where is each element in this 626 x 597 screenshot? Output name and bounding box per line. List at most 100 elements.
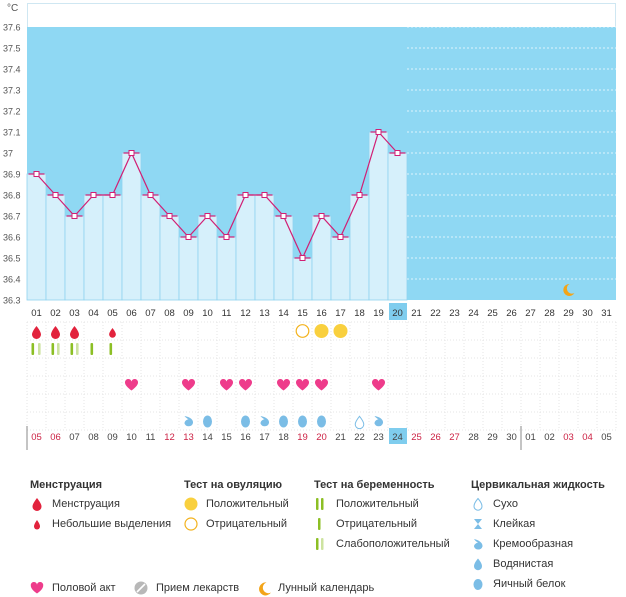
y-tick-label: 37.6 — [3, 23, 21, 33]
temperature-point — [280, 213, 287, 219]
legend-label: Кремообразная — [493, 538, 574, 550]
cervical-egg-white — [317, 415, 326, 428]
temperature-bar — [254, 194, 275, 301]
creamy-drop-icon — [471, 537, 493, 551]
temperature-point — [90, 192, 97, 198]
cycle-day-label: 24 — [468, 308, 479, 319]
cycle-day-label: 05 — [107, 308, 118, 319]
temperature-bar — [121, 152, 142, 301]
y-tick-label: 36.3 — [3, 296, 21, 306]
legend-item-preg-negative: Отрицательный — [314, 517, 450, 531]
ovulation-negative — [295, 324, 310, 338]
legend-label: Положительный — [206, 498, 289, 510]
legend-cervical: Цервикальная жидкость Сухо Клейкая Кремо… — [471, 479, 605, 591]
temperature-point — [261, 192, 268, 198]
pregnancy-test-bar — [57, 343, 60, 355]
drop-red-icon — [30, 497, 52, 511]
legend-item-menstruation: Менструация — [30, 497, 171, 511]
calendar-date-label: 25 — [411, 432, 422, 443]
temperature-point — [299, 255, 306, 261]
menstruation-drop — [70, 326, 79, 339]
calendar-date-label: 07 — [69, 432, 80, 443]
moon-icon — [256, 581, 278, 596]
y-tick-label: 37.4 — [3, 65, 21, 75]
temperature-point — [128, 150, 135, 156]
moon-icon — [563, 283, 575, 296]
legend-label: Яичный белок — [493, 578, 566, 590]
cycle-day-label: 04 — [88, 308, 99, 319]
legend-label: Отрицательный — [206, 518, 287, 530]
month-label: Июнь — [28, 449, 53, 450]
temperature-bar — [45, 194, 66, 301]
cycle-day-label: 11 — [222, 308, 232, 319]
cycle-day-label: 19 — [373, 308, 384, 319]
calendar-date-label: 09 — [107, 432, 118, 443]
legend-label: Лунный календарь — [278, 582, 375, 594]
intercourse-heart — [181, 378, 196, 391]
temperature-bar — [26, 173, 47, 301]
calendar-date-label: 30 — [506, 432, 517, 443]
pregnancy-test-bar — [51, 343, 55, 355]
temperature-point — [185, 234, 192, 240]
cycle-day-label: 26 — [506, 308, 517, 319]
legend-pregnancy: Тест на беременность Положительный Отриц… — [314, 479, 450, 551]
legend-cervical-title: Цервикальная жидкость — [471, 479, 605, 491]
heart-icon — [30, 581, 52, 595]
calendar-date-label: 21 — [335, 432, 346, 443]
menstruation-drop — [32, 326, 41, 339]
temperature-point — [71, 213, 78, 219]
cycle-day-label: 21 — [411, 308, 422, 319]
legend-label: Менструация — [52, 498, 120, 510]
intercourse-heart — [124, 378, 139, 391]
calendar-date-label: 14 — [202, 432, 213, 443]
pregnancy-test-bar — [109, 343, 113, 355]
legend-item-sticky: Клейкая — [471, 517, 605, 531]
calendar-date-label: 10 — [126, 432, 137, 443]
legend-menstruation: Менструация Менструация Небольшие выделе… — [30, 479, 171, 531]
today-highlight — [389, 428, 407, 444]
cycle-day-label: 14 — [278, 308, 289, 319]
temperature-bar — [140, 194, 161, 301]
temperature-bar — [178, 236, 199, 301]
egg-icon — [471, 577, 493, 591]
calendar-date-label: 05 — [601, 432, 612, 443]
cycle-day-label: 08 — [164, 308, 175, 319]
calendar-date-label: 27 — [449, 432, 460, 443]
cervical-dry — [354, 415, 365, 430]
calendar-date-label: 19 — [297, 432, 308, 443]
current-day-highlight — [389, 303, 407, 320]
cervical-egg-white — [203, 415, 212, 428]
y-tick-label: 36.7 — [3, 212, 21, 222]
bbt-chart: 36.3 36.4 36.5 36.6 36.7 36.8 36.9 37 37.1 37.2 37… — [3, 3, 617, 450]
temperature-bar — [64, 215, 85, 301]
intercourse-heart — [238, 378, 253, 391]
legend-bottom: Половой акт Прием лекарств Лунный календ… — [30, 581, 375, 596]
cycle-day-label: 01 — [31, 308, 42, 319]
temperature-point — [33, 171, 40, 177]
y-tick-label: 37.3 — [3, 86, 21, 96]
temperature-bar — [387, 152, 408, 301]
calendar-date-label: 28 — [468, 432, 479, 443]
calendar-date-label: 15 — [221, 432, 232, 443]
pregnancy-test-bar — [31, 343, 35, 355]
intercourse-heart — [219, 378, 234, 391]
temperature-point — [166, 213, 173, 219]
cycle-day-label: 13 — [259, 308, 270, 319]
cervical-egg-white — [279, 415, 288, 428]
drop-blue-icon — [471, 557, 493, 571]
two-bars-icon — [314, 497, 336, 511]
two-bars-weak-icon — [314, 537, 336, 551]
calendar-date-label: 08 — [88, 432, 99, 443]
cycle-day-label: 09 — [183, 308, 194, 319]
intercourse-heart — [276, 378, 291, 391]
temperature-point — [356, 192, 363, 198]
spotting-drop — [109, 328, 116, 338]
legend-label: Отрицательный — [336, 518, 417, 530]
legend-item-spotting: Небольшие выделения — [30, 517, 171, 531]
legend-pregnancy-title: Тест на беременность — [314, 479, 435, 491]
intercourse-heart — [371, 378, 386, 391]
pregnancy-test-bar — [70, 343, 74, 355]
legend-item-eggwhite: Яичный белок — [471, 577, 605, 591]
cycle-day-label: 31 — [601, 308, 612, 319]
cycle-day-label: 20 — [392, 308, 403, 319]
